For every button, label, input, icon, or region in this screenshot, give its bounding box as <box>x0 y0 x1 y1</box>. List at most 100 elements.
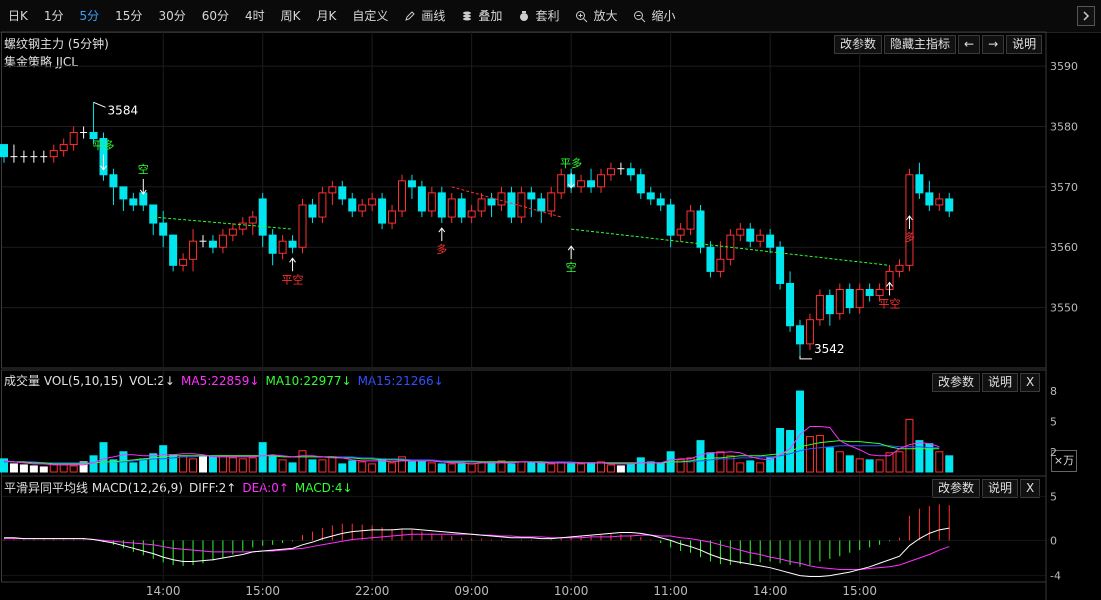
volume-bar <box>29 465 38 473</box>
candle-body <box>457 198 466 218</box>
macd-change-params-button[interactable]: 改参数 <box>932 479 981 498</box>
instrument-title: 螺纹钢主力 (5分钟) <box>4 37 109 51</box>
volume-bar <box>746 460 755 473</box>
next-indicator-button[interactable]: → <box>982 35 1005 54</box>
tool-button-money-bag[interactable]: 套利 <box>510 0 567 32</box>
volume-bar <box>517 461 526 473</box>
change-params-button[interactable]: 改参数 <box>834 35 883 54</box>
signal-label: 平多 <box>93 138 115 152</box>
candle-body <box>298 204 307 248</box>
candle-body <box>776 246 785 284</box>
volume-bar <box>676 459 685 473</box>
period-tab-1[interactable]: 1分 <box>43 9 64 23</box>
period-tab-0[interactable]: 日K <box>8 9 28 23</box>
volume-bar <box>228 457 237 473</box>
volume-help-button[interactable]: 说明 <box>982 373 1019 392</box>
ma5-value: MA5:22859↓ <box>181 374 260 388</box>
price-tick-label: 3590 <box>1050 60 1078 73</box>
volume-bar <box>119 451 128 473</box>
tool-button-zoom-in[interactable]: 放大 <box>567 0 625 32</box>
volume-bar <box>398 456 406 473</box>
volume-bar <box>308 459 317 473</box>
macd-help-button[interactable]: 说明 <box>982 479 1019 498</box>
volume-bar <box>726 455 735 473</box>
volume-ma5-line <box>3 425 940 466</box>
ma10-value: MA10:22977↓ <box>265 374 352 388</box>
zoom-out-icon <box>633 10 646 23</box>
money-bag-icon <box>518 10 530 22</box>
candle-body <box>49 150 58 158</box>
volume-bar <box>129 462 138 473</box>
candle-body <box>587 180 596 188</box>
candle-body <box>597 174 605 188</box>
candle-body <box>447 198 456 218</box>
volume-bar <box>69 465 78 473</box>
period-tab-5[interactable]: 60分 <box>201 9 229 23</box>
tool-button-zoom-out[interactable]: 缩小 <box>625 0 683 32</box>
signal-arrow-head <box>438 227 446 233</box>
collapse-sidebar-button[interactable] <box>1077 6 1095 26</box>
prev-indicator-button[interactable]: ← <box>958 35 981 54</box>
period-tab-2[interactable]: 5分 <box>79 9 100 23</box>
period-tab-9[interactable]: 自定义 <box>352 9 389 23</box>
candle-body <box>895 264 904 272</box>
volume-bar <box>577 463 586 473</box>
period-tab-6[interactable]: 4时 <box>245 9 265 23</box>
volume-bar <box>855 458 864 473</box>
candle-body <box>0 144 8 158</box>
candle-body <box>69 132 78 146</box>
volume-bar <box>407 461 416 473</box>
period-tab-8[interactable]: 月K <box>316 9 337 23</box>
period-tab-3[interactable]: 15分 <box>115 9 143 23</box>
volume-bar <box>328 456 337 473</box>
strategy-trend-line <box>153 216 293 230</box>
signal-label: 空 <box>138 162 149 176</box>
candle-body <box>696 210 705 248</box>
candle-body <box>507 192 516 218</box>
candle-body <box>756 234 765 242</box>
hide-main-indicator-button[interactable]: 隐藏主指标 <box>884 35 957 54</box>
candle-body <box>935 198 944 206</box>
volume-bar <box>199 456 207 473</box>
candle-body <box>427 192 436 212</box>
volume-bar <box>109 459 118 473</box>
volume-bar <box>696 440 705 473</box>
signal-label: 平空 <box>879 296 901 310</box>
main-panel-buttons: 改参数 隐藏主指标 ← → 说明 <box>832 35 1043 54</box>
volume-tick-label: 5 <box>1050 415 1057 428</box>
candle-body <box>706 246 715 272</box>
volume-bar <box>557 461 566 473</box>
volume-unit-toggle[interactable]: ×万 <box>1051 450 1077 472</box>
volume-bar <box>189 458 198 473</box>
candle-body <box>517 192 526 218</box>
diff-line <box>4 527 950 577</box>
signal-arrow-head <box>906 215 913 221</box>
volume-bar <box>248 457 257 473</box>
dea-value: DEA:0↑ <box>242 481 289 495</box>
volume-close-button[interactable]: X <box>1020 373 1041 392</box>
candle-body <box>218 234 227 248</box>
volume-bar <box>427 462 436 473</box>
volume-bar <box>348 460 357 473</box>
candle-body <box>477 198 486 212</box>
volume-bar <box>39 466 48 473</box>
signal-label: 平空 <box>282 272 304 286</box>
macd-tick-label: -4 <box>1050 570 1061 583</box>
volume-bar <box>268 455 277 473</box>
help-button[interactable]: 说明 <box>1006 35 1043 54</box>
time-tick-label: 14:00 <box>146 584 181 598</box>
volume-bar <box>258 442 267 473</box>
tool-button-stack[interactable]: 叠加 <box>453 0 510 32</box>
volume-change-params-button[interactable]: 改参数 <box>932 373 981 392</box>
candle-body <box>547 192 556 212</box>
volume-bar <box>915 440 924 473</box>
chevron-right-icon <box>1083 11 1090 21</box>
time-tick-label: 09:00 <box>454 584 489 598</box>
period-tab-7[interactable]: 周K <box>280 9 301 23</box>
period-tab-4[interactable]: 30分 <box>158 9 186 23</box>
volume-bar <box>776 427 785 473</box>
tool-label: 放大 <box>593 9 618 23</box>
tool-label: 画线 <box>421 9 446 23</box>
tool-button-pencil[interactable]: 画线 <box>396 0 453 32</box>
macd-close-button[interactable]: X <box>1020 479 1041 498</box>
